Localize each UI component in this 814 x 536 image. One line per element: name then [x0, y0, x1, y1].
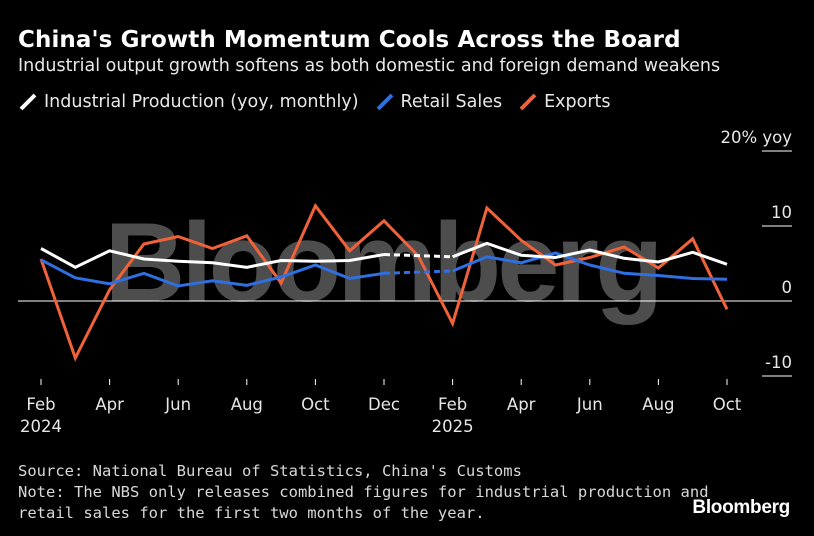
series-gap-dashed-industrial-production-yoy-monthly [383, 253, 453, 259]
footer-notes: Source: National Bureau of Statistics, C… [18, 461, 709, 524]
y-tick-label-2: 0 [782, 278, 793, 297]
x-tick-label-4: Oct [301, 395, 330, 414]
legend-item-retail-sales: Retail Sales [375, 92, 503, 112]
legend-swatch-retail-sales [376, 93, 393, 111]
x-tick-label-7: Apr [507, 395, 536, 414]
y-tick-label-3: -10 [765, 353, 792, 372]
x-tick-label-1: Apr [95, 395, 124, 414]
x-tick-label-6: Feb [438, 395, 467, 414]
series-line-retail-sales-1 [452, 251, 728, 281]
legend-label-industrial-production: Industrial Production (yoy, monthly) [44, 92, 359, 112]
note-line-2: retail sales for the first two months of… [18, 504, 485, 522]
series-line-industrial-production-yoy-monthly-0 [40, 247, 385, 269]
series-gap-dashed-retail-sales [383, 269, 453, 275]
y-tick-label-0: 20% yoy [720, 128, 792, 147]
legend-item-exports: Exports [518, 92, 611, 112]
x-tick-label-0: Feb [26, 395, 55, 414]
x-tick-label-10: Oct [713, 395, 742, 414]
series-line-industrial-production-yoy-monthly-1 [452, 241, 728, 266]
legend: Industrial Production (yoy, monthly) Ret… [18, 92, 627, 112]
note-line-1: Note: The NBS only releases combined fig… [18, 483, 709, 501]
legend-item-industrial-production: Industrial Production (yoy, monthly) [18, 92, 359, 112]
x-tick-label-8: Jun [576, 395, 603, 414]
legend-label-retail-sales: Retail Sales [400, 92, 503, 112]
bloomberg-logo: Bloomberg [692, 497, 790, 518]
legend-swatch-industrial-production [19, 93, 37, 111]
series-line-exports-0 [39, 202, 729, 362]
x-tick-label-2: Jun [164, 395, 191, 414]
series-line-retail-sales-0 [40, 258, 385, 288]
legend-label-exports: Exports [544, 92, 611, 112]
y-tick-label-1: 10 [771, 203, 792, 222]
x-year-label-6: 2025 [432, 417, 474, 436]
x-year-label-0: 2024 [20, 417, 62, 436]
source-text: Source: National Bureau of Statistics, C… [18, 462, 522, 480]
x-tick-label-3: Aug [231, 395, 263, 414]
chart-title: China's Growth Momentum Cools Across the… [18, 27, 681, 53]
chart-subtitle: Industrial output growth softens as both… [18, 56, 721, 76]
legend-swatch-exports [519, 93, 537, 111]
x-tick-label-5: Dec [368, 395, 400, 414]
x-tick-label-9: Aug [642, 395, 674, 414]
